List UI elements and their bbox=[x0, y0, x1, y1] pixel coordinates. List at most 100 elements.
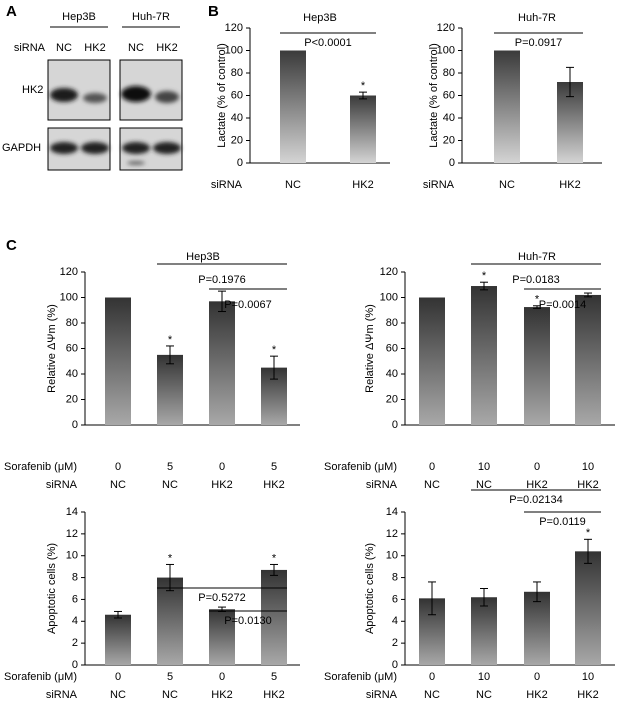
y-tick-label: 14 bbox=[386, 506, 398, 518]
bar bbox=[105, 297, 131, 425]
bar bbox=[157, 354, 183, 425]
bar bbox=[280, 50, 306, 163]
p-value: P=0.0130 bbox=[224, 615, 271, 627]
bar bbox=[524, 591, 550, 665]
significance-star: * bbox=[168, 552, 173, 564]
lane-label: HK2 bbox=[156, 42, 177, 54]
x-tick-label: 0 bbox=[429, 461, 435, 473]
row-label: Sorafenib (μM) bbox=[324, 461, 397, 473]
bands bbox=[50, 86, 181, 165]
x-tick-label: 10 bbox=[478, 461, 490, 473]
chart-title: Hep3B bbox=[186, 251, 220, 263]
significance-star: * bbox=[586, 527, 591, 539]
p-value: P=0.1976 bbox=[198, 274, 245, 286]
significance-star: * bbox=[272, 552, 277, 564]
y-tick-label: 120 bbox=[60, 266, 78, 278]
bar bbox=[157, 577, 183, 665]
x-tick-label: NC bbox=[476, 479, 492, 491]
p-value: P<0.0001 bbox=[304, 37, 351, 49]
y-tick-label: 0 bbox=[392, 659, 398, 671]
p-value: P=0.0183 bbox=[512, 274, 559, 286]
y-tick-label: 8 bbox=[392, 571, 398, 583]
chart-title: Hep3B bbox=[303, 12, 337, 24]
y-tick-label: 40 bbox=[443, 112, 455, 124]
y-tick-label: 20 bbox=[443, 134, 455, 146]
bar bbox=[209, 609, 235, 665]
y-tick-label: 60 bbox=[386, 342, 398, 354]
significance-star: * bbox=[535, 294, 540, 306]
bar bbox=[261, 569, 287, 665]
x-tick-label: NC bbox=[424, 689, 440, 701]
y-tick-label: 80 bbox=[231, 67, 243, 79]
y-tick-label: 10 bbox=[386, 550, 398, 562]
protein-label: HK2 bbox=[22, 84, 43, 96]
x-tick-label: 0 bbox=[219, 461, 225, 473]
y-tick-label: 40 bbox=[231, 112, 243, 124]
chart-title: Huh-7R bbox=[518, 12, 556, 24]
row-label: Sorafenib (μM) bbox=[4, 461, 77, 473]
panel-label: B bbox=[208, 3, 219, 20]
y-tick-label: 12 bbox=[386, 528, 398, 540]
x-tick-label: HK2 bbox=[577, 689, 598, 701]
y-tick-label: 80 bbox=[443, 67, 455, 79]
significance-star: * bbox=[361, 80, 366, 92]
y-tick-label: 10 bbox=[66, 550, 78, 562]
row-label: siRNA bbox=[366, 479, 398, 491]
y-tick-label: 0 bbox=[237, 157, 243, 169]
row-label: siRNA bbox=[14, 42, 46, 54]
y-tick-label: 12 bbox=[66, 528, 78, 540]
protein-label: GAPDH bbox=[2, 142, 41, 154]
chart-title: Huh-7R bbox=[518, 251, 556, 263]
row-label: Sorafenib (μM) bbox=[324, 671, 397, 683]
x-tick-label: NC bbox=[476, 689, 492, 701]
x-tick-label: 0 bbox=[219, 671, 225, 683]
x-tick-label: 0 bbox=[115, 461, 121, 473]
y-tick-label: 2 bbox=[72, 637, 78, 649]
x-tick-label: HK2 bbox=[211, 479, 232, 491]
y-tick-label: 20 bbox=[231, 134, 243, 146]
y-tick-label: 14 bbox=[66, 506, 78, 518]
bar bbox=[494, 50, 520, 163]
bar bbox=[575, 551, 601, 665]
x-tick-label: HK2 bbox=[577, 479, 598, 491]
y-tick-label: 60 bbox=[231, 89, 243, 101]
row-label: siRNA bbox=[366, 689, 398, 701]
y-axis-label: Relative ΔΨm (%) bbox=[364, 304, 376, 393]
cell-line: Huh-7R bbox=[132, 11, 170, 23]
significance-star: * bbox=[168, 334, 173, 346]
y-tick-label: 0 bbox=[449, 157, 455, 169]
y-axis-label: Lactate (% of control) bbox=[428, 43, 440, 148]
row-label: siRNA bbox=[423, 179, 455, 191]
y-tick-label: 0 bbox=[72, 419, 78, 431]
lane-label: NC bbox=[56, 42, 72, 54]
x-tick-label: NC bbox=[110, 689, 126, 701]
x-tick-label: NC bbox=[162, 689, 178, 701]
y-tick-label: 6 bbox=[392, 593, 398, 605]
y-tick-label: 0 bbox=[72, 659, 78, 671]
bar bbox=[471, 286, 497, 425]
y-tick-label: 40 bbox=[386, 368, 398, 380]
x-tick-label: 10 bbox=[582, 461, 594, 473]
panel-label: A bbox=[6, 3, 17, 20]
row-label: siRNA bbox=[46, 689, 78, 701]
x-tick-label: 0 bbox=[115, 671, 121, 683]
row-label: siRNA bbox=[46, 479, 78, 491]
y-tick-label: 0 bbox=[392, 419, 398, 431]
y-tick-label: 4 bbox=[72, 615, 78, 627]
x-tick-label: HK2 bbox=[263, 479, 284, 491]
y-tick-label: 4 bbox=[392, 615, 398, 627]
y-axis-label: Relative ΔΨm (%) bbox=[46, 304, 58, 393]
x-tick-label: 0 bbox=[534, 671, 540, 683]
x-tick-label: HK2 bbox=[559, 179, 580, 191]
bar bbox=[575, 294, 601, 425]
bar bbox=[524, 307, 550, 425]
lane-label: NC bbox=[128, 42, 144, 54]
x-tick-label: HK2 bbox=[211, 689, 232, 701]
x-tick-label: 0 bbox=[534, 461, 540, 473]
x-tick-label: 5 bbox=[167, 461, 173, 473]
x-tick-label: NC bbox=[499, 179, 515, 191]
x-tick-label: HK2 bbox=[352, 179, 373, 191]
y-tick-label: 120 bbox=[380, 266, 398, 278]
bar bbox=[419, 297, 445, 425]
